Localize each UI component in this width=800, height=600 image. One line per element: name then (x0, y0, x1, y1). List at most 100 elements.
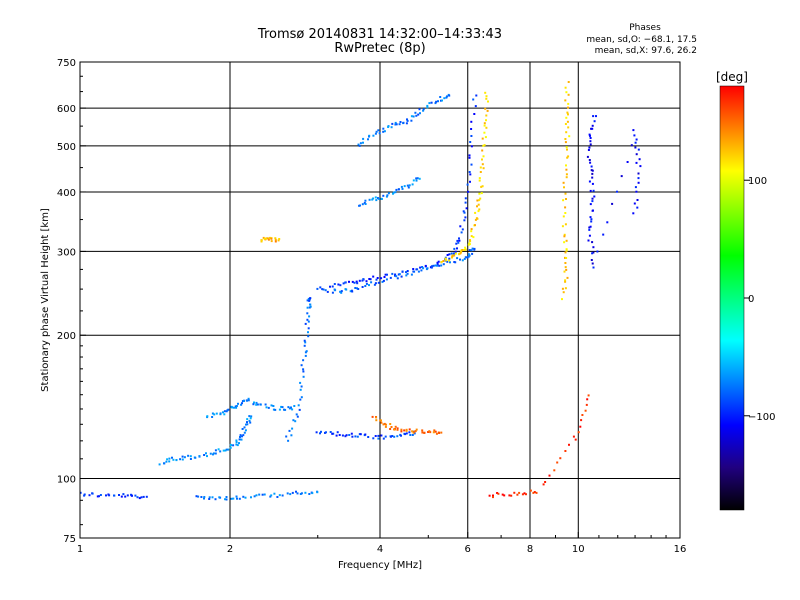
data-point (241, 402, 243, 405)
y-tick-label: 300 (57, 247, 76, 258)
data-point (364, 433, 367, 436)
data-point (249, 421, 252, 424)
data-point (412, 179, 415, 182)
data-point (589, 140, 592, 143)
data-point (406, 119, 409, 122)
data-point (244, 496, 247, 499)
data-point (464, 201, 467, 204)
data-point (88, 494, 91, 497)
data-point (437, 260, 440, 263)
data-point (436, 263, 439, 266)
data-point (295, 490, 297, 493)
data-point (235, 443, 238, 446)
data-point (523, 492, 526, 495)
data-point (375, 130, 378, 133)
data-point (241, 428, 244, 430)
data-point (521, 493, 524, 496)
data-point (448, 259, 451, 262)
data-point (195, 495, 198, 498)
data-point (359, 433, 362, 436)
data-point (243, 399, 245, 402)
data-point (307, 331, 309, 334)
data-point (563, 241, 566, 244)
data-point (417, 270, 420, 273)
data-point (456, 239, 459, 242)
data-point (533, 491, 536, 493)
data-point (304, 341, 307, 344)
data-point (291, 491, 294, 494)
data-point (408, 428, 411, 431)
data-point (239, 436, 241, 438)
data-point (478, 208, 481, 211)
data-point (382, 279, 385, 282)
data-point (354, 287, 357, 289)
data-point (273, 492, 276, 495)
data-point (255, 494, 258, 497)
data-point (265, 406, 268, 409)
data-point (248, 415, 251, 418)
data-point (467, 190, 470, 193)
data-point (565, 268, 568, 271)
data-point (206, 455, 208, 458)
data-point (445, 96, 448, 99)
data-point (403, 429, 406, 432)
data-point (591, 169, 594, 172)
colorbar-gradient (719, 85, 745, 511)
data-point (565, 116, 568, 119)
data-point (463, 257, 466, 260)
data-point (639, 165, 642, 168)
data-point (208, 496, 211, 499)
data-point (577, 431, 580, 434)
data-point (396, 428, 399, 431)
data-point (384, 273, 387, 276)
data-point (361, 203, 364, 206)
data-point (278, 238, 281, 240)
data-point (213, 413, 216, 416)
data-point (215, 412, 218, 415)
data-point (315, 431, 318, 434)
data-point (392, 192, 394, 195)
data-point (218, 496, 221, 499)
data-point (468, 254, 471, 257)
data-point (300, 385, 303, 388)
data-point (227, 448, 230, 451)
data-point (469, 173, 472, 176)
data-point (319, 432, 321, 435)
data-point (307, 335, 310, 338)
data-point (463, 219, 466, 222)
data-point (413, 432, 416, 435)
data-point (484, 107, 487, 110)
data-point (585, 403, 588, 406)
data-point (487, 100, 489, 103)
data-point (372, 197, 375, 200)
data-point (380, 277, 383, 280)
data-point (321, 288, 324, 291)
data-point (379, 419, 382, 422)
x-tick-label: 6 (465, 544, 471, 555)
data-point (250, 415, 253, 418)
data-point (410, 115, 413, 118)
data-point (274, 240, 277, 243)
data-point (189, 458, 192, 460)
data-point (303, 344, 306, 347)
colorbar-ticks: 100 0 −100 (744, 176, 775, 423)
data-point (564, 223, 567, 226)
data-point (634, 186, 637, 189)
data-point (564, 206, 567, 209)
data-point (304, 351, 307, 354)
data-point (442, 260, 445, 262)
data-point (382, 130, 385, 133)
data-point (564, 99, 567, 102)
data-point (414, 111, 417, 114)
data-point (293, 405, 296, 407)
data-point (463, 249, 466, 251)
data-point (467, 255, 470, 258)
data-point (309, 303, 312, 306)
data-point (436, 261, 439, 264)
data-point (386, 194, 389, 197)
data-point (446, 260, 449, 263)
data-point (422, 108, 425, 111)
y-axis-label: Stationary phase Virtual Height [km] (40, 208, 51, 392)
data-point (483, 131, 486, 134)
data-points (79, 81, 642, 501)
